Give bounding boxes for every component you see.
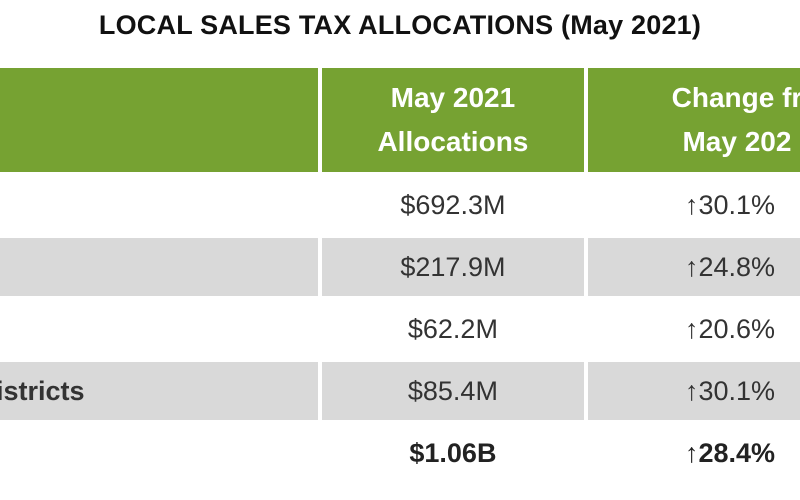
row-change: ↑28.4%: [684, 437, 775, 468]
row-allocation: $217.9M: [321, 238, 584, 296]
row-name: [0, 238, 318, 296]
header-allocations-cell: May 2021 Allocations: [321, 68, 584, 172]
row-change: ↑30.1%: [587, 362, 800, 420]
table-row-total: $1.06B ↑28.4%: [0, 424, 800, 482]
header-change-line1: Change fr: [671, 82, 800, 113]
row-name: istricts: [0, 362, 318, 420]
table-header-row: May 2021 Allocations Change fr May 202: [0, 68, 800, 172]
table-row: $62.2M ↑20.6%: [0, 300, 800, 358]
header-change-line2: May 202: [682, 126, 792, 157]
row-name: [0, 424, 318, 482]
header-allocations-line2: Allocations: [377, 126, 529, 157]
header-allocations-line1: May 2021: [390, 82, 516, 113]
row-change: ↑20.6%: [684, 313, 775, 344]
table-row: istricts $85.4M ↑30.1%: [0, 362, 800, 420]
row-allocation: $85.4M: [321, 362, 584, 420]
table-row: $217.9M ↑24.8%: [0, 238, 800, 296]
header-change-cell: Change fr May 202: [587, 68, 800, 172]
header-name-cell: [0, 68, 318, 172]
row-change: ↑24.8%: [587, 238, 800, 296]
row-allocation: $692.3M: [400, 189, 506, 220]
row-change: ↑30.1%: [684, 189, 775, 220]
table-row: $692.3M ↑30.1%: [0, 176, 800, 234]
row-allocation: $1.06B: [409, 437, 497, 468]
row-allocation: $62.2M: [407, 313, 498, 344]
sales-tax-table: May 2021 Allocations Change fr May 202 $…: [0, 64, 800, 486]
row-name: [0, 176, 318, 234]
row-name: [0, 300, 318, 358]
page-title: LOCAL SALES TAX ALLOCATIONS (May 2021): [98, 10, 702, 40]
